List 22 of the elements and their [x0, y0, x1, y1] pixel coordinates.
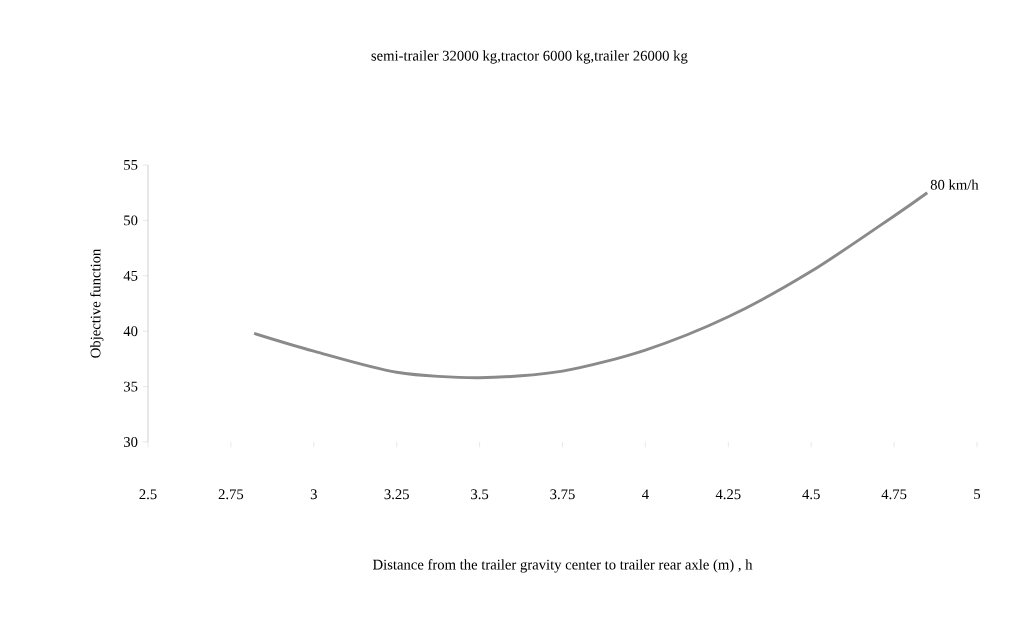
x-tick-label: 3.25 [384, 489, 409, 500]
x-tick-label: 5 [974, 489, 981, 500]
y-tick-label: 55 [124, 160, 138, 170]
x-tick-label: 3 [310, 489, 317, 500]
y-tick-label: 35 [124, 381, 138, 392]
line-series [252, 191, 929, 380]
x-tick-label: 3.5 [471, 489, 489, 500]
x-tick-label: 4.5 [802, 489, 820, 500]
y-tick-label: 50 [124, 215, 138, 226]
series-label: 80 km/h [930, 179, 979, 190]
x-tick-label: 4.25 [715, 489, 741, 500]
y-axis-title: Objective function [90, 248, 104, 358]
x-tick-label: 3.75 [550, 489, 575, 500]
x-tick-label: 4.75 [881, 489, 907, 500]
y-tick-label: 40 [123, 326, 138, 337]
x-tick-label: 4 [642, 489, 649, 500]
chart-title: semi-trailer 32000 kg,tractor 6000 kg,trailer 26000 kg [371, 50, 688, 64]
y-tick-label: 45 [123, 270, 138, 281]
x-tick-label: 2.75 [218, 489, 244, 500]
y-tick-label: 30 [124, 437, 138, 447]
x-tick-label: 2.5 [139, 489, 157, 500]
x-axis-title: Distance from the trailer gravity center to trailer rear axle (m) , h [372, 559, 753, 573]
